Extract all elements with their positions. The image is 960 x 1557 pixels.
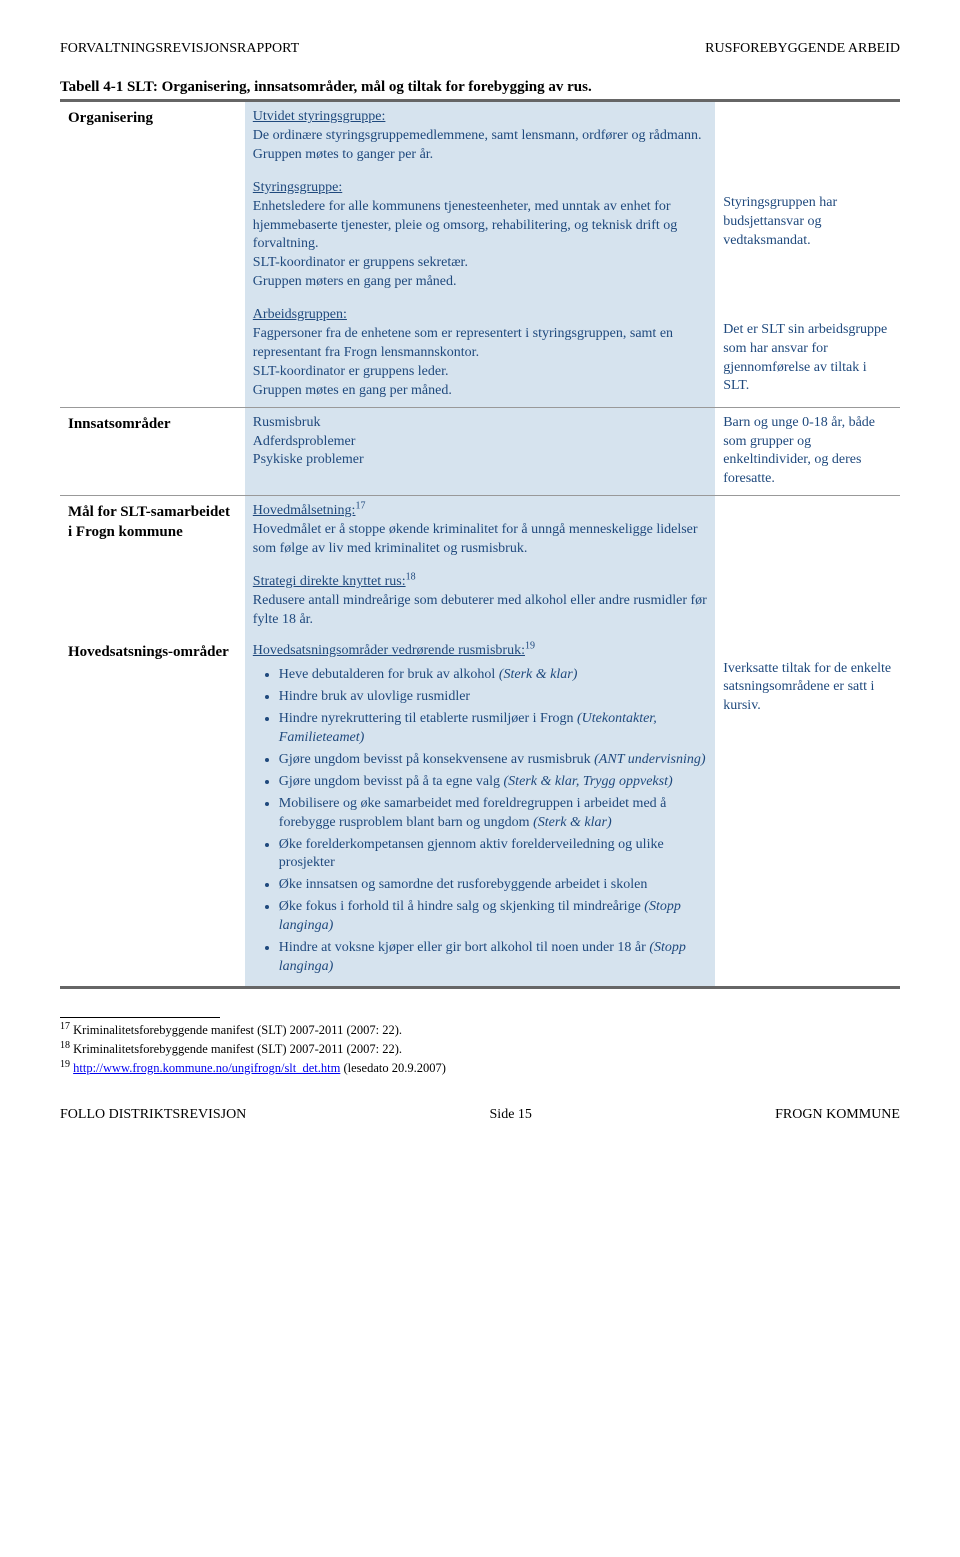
footnote-ref-18: 18 — [406, 571, 416, 582]
row-organisering: Organisering Utvidet styringsgruppe: De … — [60, 101, 900, 407]
hoved-intro: Hovedsatsningsområder vedrørende rusmisb… — [253, 643, 525, 658]
footnote-19-link[interactable]: http://www.frogn.kommune.no/ungifrogn/sl… — [73, 1061, 340, 1075]
footnotes-section: 17 Kriminalitetsforebyggende manifest (S… — [60, 1017, 900, 1077]
footnote-divider — [60, 1017, 220, 1018]
org-right2: Det er SLT sin arbeidsgruppe som har ans… — [723, 321, 892, 397]
page-header: FORVALTNINGSREVISJONSRAPPORT RUSFOREBYGG… — [60, 40, 900, 59]
list-item: Mobilisere og øke samarbeidet med foreld… — [279, 795, 707, 833]
org-block2-heading: Styringsgruppe: — [253, 180, 342, 195]
mal-block2-text: Redusere antall mindreårige som debutere… — [253, 593, 707, 627]
footnote-ref-17: 17 — [355, 501, 365, 512]
org-block3-heading: Arbeidsgruppen: — [253, 307, 347, 322]
footnote-ref-19: 19 — [525, 640, 535, 651]
list-item: Gjøre ungdom bevisst på å ta egne valg (… — [279, 773, 707, 792]
cell-innsats-right: Barn og unge 0-18 år, både som grupper o… — [715, 407, 900, 496]
mal-block1-heading: Hovedmålsetning: — [253, 503, 356, 518]
cell-mal-right — [715, 496, 900, 636]
list-item: Hindre at voksne kjøper eller gir bort a… — [279, 939, 707, 977]
label-innsats: Innsatsområder — [60, 407, 245, 496]
row-innsats: Innsatsområder RusmisbrukAdferdsprobleme… — [60, 407, 900, 496]
cell-innsats-mid: RusmisbrukAdferdsproblemerPsykiske probl… — [245, 407, 715, 496]
footer-left: FOLLO DISTRIKTSREVISJON — [60, 1106, 246, 1125]
footnote-19: 19 http://www.frogn.kommune.no/ungifrogn… — [60, 1060, 900, 1077]
innsats-text: RusmisbrukAdferdsproblemerPsykiske probl… — [253, 415, 364, 468]
label-hoved: Hovedsatsnings-områder — [60, 636, 245, 988]
list-item: Hindre nyrekruttering til etablerte rusm… — [279, 710, 707, 748]
label-mal: Mål for SLT-samarbeidet i Frogn kommune — [60, 496, 245, 636]
footnote-18: 18 Kriminalitetsforebyggende manifest (S… — [60, 1041, 900, 1058]
row-mal: Mål for SLT-samarbeidet i Frogn kommune … — [60, 496, 900, 636]
list-item: Øke forelderkompetansen gjennom aktiv fo… — [279, 836, 707, 874]
org-block3-text: Fagpersoner fra de enhetene som er repre… — [253, 326, 673, 398]
row-hoved: Hovedsatsnings-områder Hovedsatsningsomr… — [60, 636, 900, 988]
header-right: RUSFOREBYGGENDE ARBEID — [705, 40, 900, 59]
list-item: Øke fokus i forhold til å hindre salg og… — [279, 898, 707, 936]
cell-hoved-right: Iverksatte tiltak for de enkelte satsnin… — [715, 636, 900, 988]
list-item: Hindre bruk av ulovlige rusmidler — [279, 688, 707, 707]
org-block1-heading: Utvidet styringsgruppe: — [253, 109, 386, 124]
footnote-18-text: Kriminalitetsforebyggende manifest (SLT)… — [73, 1042, 402, 1056]
org-right1: Styringsgruppen har budsjettansvar og ve… — [723, 194, 892, 251]
list-item: Øke innsatsen og samordne det rusforebyg… — [279, 876, 707, 895]
table-title: Tabell 4-1 SLT: Organisering, innsatsomr… — [60, 77, 900, 97]
cell-organisering-right: Styringsgruppen har budsjettansvar og ve… — [715, 101, 900, 407]
footer-center: Side 15 — [490, 1106, 532, 1125]
cell-mal-mid: Hovedmålsetning:17 Hovedmålet er å stopp… — [245, 496, 715, 636]
list-item: Heve debutalderen for bruk av alkohol (S… — [279, 666, 707, 685]
footer-right: FROGN KOMMUNE — [775, 1106, 900, 1125]
label-organisering: Organisering — [60, 101, 245, 407]
org-block2-text: Enhetsledere for alle kommunens tjeneste… — [253, 199, 678, 290]
footnote-17: 17 Kriminalitetsforebyggende manifest (S… — [60, 1022, 900, 1039]
main-table: Organisering Utvidet styringsgruppe: De … — [60, 99, 900, 989]
mal-block1-text: Hovedmålet er å stoppe økende kriminalit… — [253, 522, 698, 556]
org-block1-text: De ordinære styringsgruppemedlemmene, sa… — [253, 128, 702, 162]
footnote-17-text: Kriminalitetsforebyggende manifest (SLT)… — [73, 1023, 402, 1037]
page-footer: FOLLO DISTRIKTSREVISJON Side 15 FROGN KO… — [60, 1106, 900, 1125]
list-item: Gjøre ungdom bevisst på konsekvensene av… — [279, 751, 707, 770]
footnote-19-post: (lesedato 20.9.2007) — [340, 1061, 446, 1075]
hoved-right-text: Iverksatte tiltak for de enkelte satsnin… — [723, 660, 892, 717]
mal-block2-heading: Strategi direkte knyttet rus: — [253, 574, 406, 589]
hoved-bullet-list: Heve debutalderen for bruk av alkohol (S… — [253, 666, 707, 976]
cell-hoved-mid: Hovedsatsningsområder vedrørende rusmisb… — [245, 636, 715, 988]
cell-organisering-mid: Utvidet styringsgruppe: De ordinære styr… — [245, 101, 715, 407]
header-left: FORVALTNINGSREVISJONSRAPPORT — [60, 40, 299, 59]
